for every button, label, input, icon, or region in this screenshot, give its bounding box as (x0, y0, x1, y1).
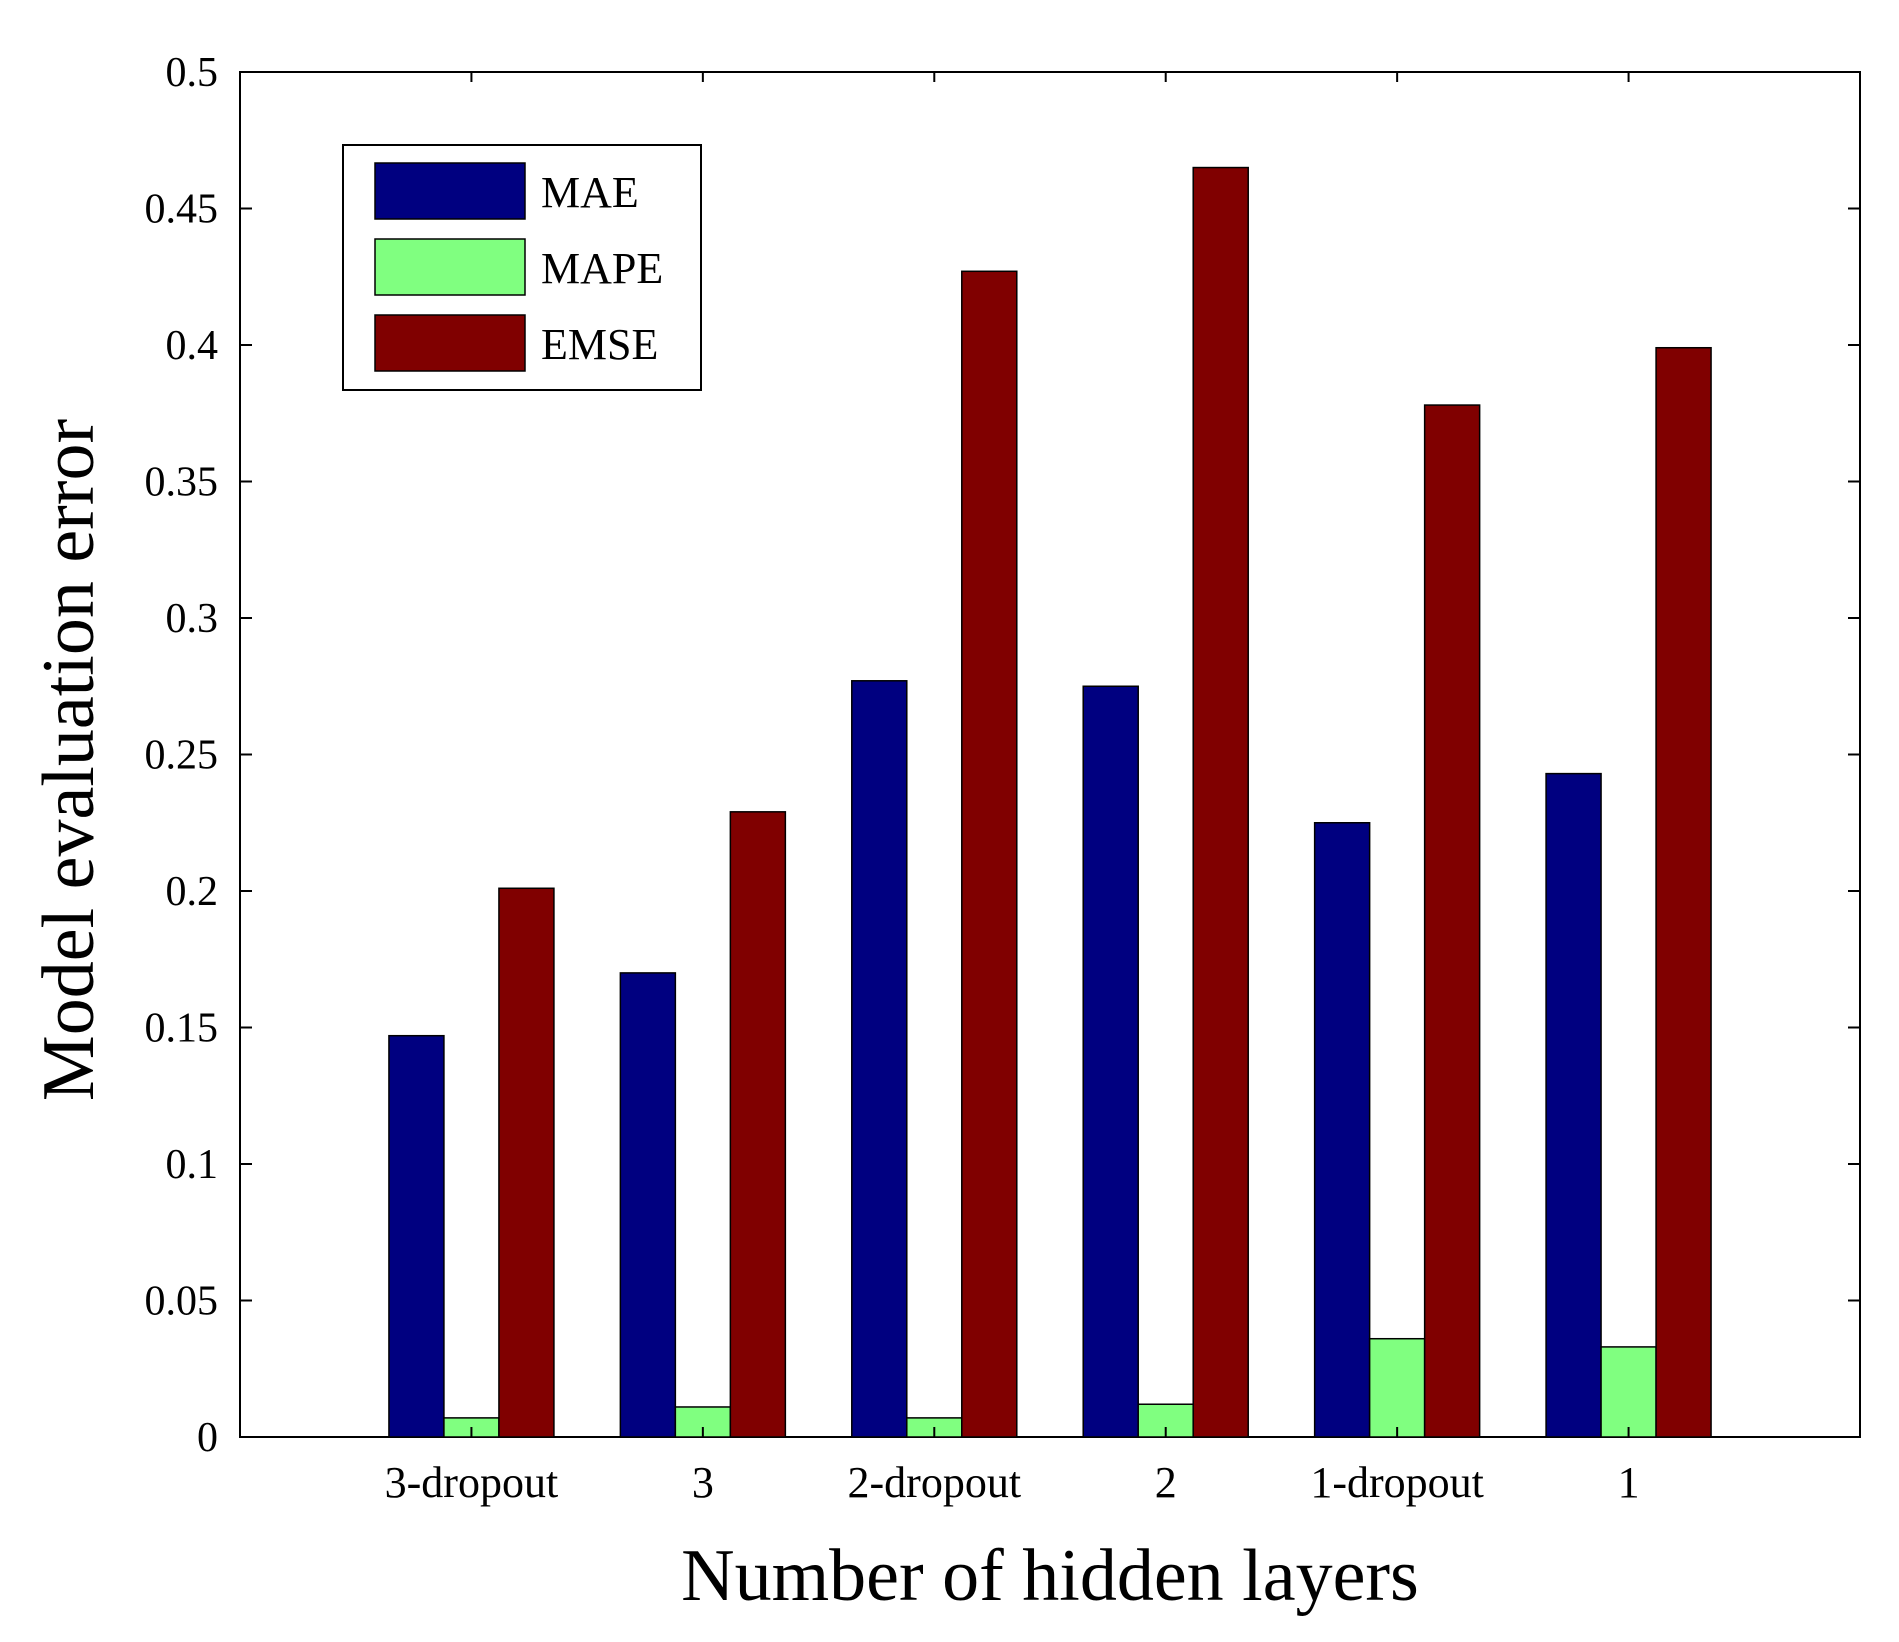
y-tick-label: 0.35 (145, 460, 219, 506)
y-axis-title: Model evaluation error (28, 419, 110, 1101)
legend-swatch-mape (374, 238, 526, 296)
x-tick-label: 2-dropout (848, 1458, 1022, 1507)
x-tick-label: 1 (1618, 1458, 1640, 1507)
y-axis: 0 0.05 0.1 0.15 0.2 0.25 0.3 0.35 0.4 0.45 0.5 (145, 50, 1860, 1461)
legend-label-mape: MAPE (541, 244, 663, 293)
x-tick-label: 3 (692, 1458, 714, 1507)
bar-mae (1545, 772, 1602, 1438)
legend-swatch-mae (374, 162, 526, 220)
bar-mae (851, 680, 908, 1438)
x-tick-label: 3-dropout (385, 1458, 559, 1507)
bar-mae (388, 1034, 445, 1438)
bar-emse (498, 887, 555, 1438)
y-tick-label: 0 (197, 1415, 218, 1461)
bar-emse (1192, 166, 1249, 1438)
x-axis-title: Number of hidden layers (681, 1535, 1419, 1617)
legend-swatch-emse (374, 314, 526, 372)
y-tick-label: 0.05 (145, 1279, 219, 1325)
x-tick-label: 1-dropout (1310, 1458, 1484, 1507)
y-tick-label: 0.5 (166, 50, 219, 96)
bar-mape (1368, 1337, 1426, 1438)
legend-label-emse: EMSE (541, 320, 658, 369)
y-tick-label: 0.45 (145, 187, 219, 233)
bar-mae (1313, 822, 1371, 1438)
legend-label-mae: MAE (541, 168, 639, 217)
bars-group (388, 166, 1712, 1438)
x-axis: 3-dropout 3 2-dropout 2 1-dropout 1 (385, 72, 1640, 1507)
y-tick-label: 0.4 (166, 323, 219, 369)
y-tick-label: 0.2 (166, 869, 219, 915)
bar-mape (1600, 1346, 1657, 1438)
bar-mae (1082, 685, 1139, 1438)
y-tick-label: 0.1 (166, 1142, 219, 1188)
legend: MAE MAPE EMSE (342, 144, 702, 391)
bar-emse (1655, 346, 1712, 1438)
y-tick-label: 0.25 (145, 733, 219, 779)
bar-emse (961, 270, 1018, 1438)
bar-emse (1423, 404, 1481, 1438)
x-tick-label: 2 (1155, 1458, 1177, 1507)
bar-emse (729, 811, 787, 1438)
y-tick-label: 0.15 (145, 1006, 219, 1052)
bar-mae (619, 972, 677, 1438)
y-tick-label: 0.3 (166, 596, 219, 642)
